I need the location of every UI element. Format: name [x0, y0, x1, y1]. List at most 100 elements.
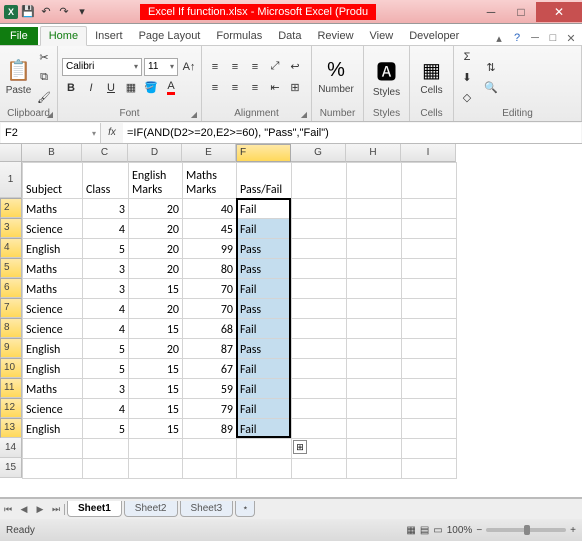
fill-icon[interactable]: ⬇ — [458, 68, 476, 86]
merge-icon[interactable]: ⊞ — [286, 79, 304, 97]
cell[interactable] — [183, 459, 237, 479]
view-break-icon[interactable]: ▭ — [433, 525, 442, 536]
cell[interactable] — [347, 219, 402, 239]
cell[interactable]: 89 — [183, 419, 237, 439]
cell[interactable] — [347, 459, 402, 479]
cell[interactable]: Fail — [237, 319, 292, 339]
column-header-F[interactable]: F — [236, 144, 291, 162]
row-header-7[interactable]: 7 — [0, 298, 22, 318]
row-header-1[interactable]: 1 — [0, 162, 22, 198]
autosum-icon[interactable]: Σ — [458, 48, 476, 66]
row-header-4[interactable]: 4 — [0, 238, 22, 258]
cell[interactable] — [292, 399, 347, 419]
row-header-15[interactable]: 15 — [0, 458, 22, 478]
cell[interactable] — [347, 419, 402, 439]
cell[interactable]: Subject — [23, 163, 83, 199]
cell[interactable]: Fail — [237, 399, 292, 419]
italic-button[interactable]: I — [82, 79, 100, 97]
copy-icon[interactable]: ⧉ — [35, 68, 53, 86]
cell[interactable] — [402, 379, 457, 399]
row-header-14[interactable]: 14 — [0, 438, 22, 458]
cell[interactable]: 3 — [83, 379, 129, 399]
autofill-options-icon[interactable]: ⊞ — [293, 440, 307, 454]
cell[interactable] — [402, 163, 457, 199]
cell[interactable]: 67 — [183, 359, 237, 379]
underline-button[interactable]: U — [102, 79, 120, 97]
tab-view[interactable]: View — [362, 27, 402, 45]
cell[interactable] — [292, 459, 347, 479]
number-button[interactable]: %Number — [316, 59, 356, 95]
cell[interactable] — [347, 299, 402, 319]
column-header-C[interactable]: C — [82, 144, 128, 162]
cell[interactable]: 5 — [83, 359, 129, 379]
tab-page-layout[interactable]: Page Layout — [131, 27, 209, 45]
zoom-in-icon[interactable]: + — [570, 525, 576, 536]
cell[interactable]: English — [23, 239, 83, 259]
cell[interactable] — [292, 359, 347, 379]
cell[interactable]: 20 — [129, 259, 183, 279]
row-header-2[interactable]: 2 — [0, 198, 22, 218]
cell[interactable]: 99 — [183, 239, 237, 259]
tab-file[interactable]: File — [0, 27, 38, 45]
cell[interactable] — [402, 359, 457, 379]
zoom-level[interactable]: 100% — [447, 525, 473, 536]
cell[interactable]: Maths — [23, 379, 83, 399]
cell[interactable]: 20 — [129, 239, 183, 259]
cell[interactable] — [402, 339, 457, 359]
cell[interactable] — [23, 439, 83, 459]
sheet-tab-2[interactable]: Sheet2 — [124, 501, 178, 517]
cell[interactable]: Maths Marks — [183, 163, 237, 199]
cell[interactable] — [129, 459, 183, 479]
cell[interactable] — [402, 219, 457, 239]
cell[interactable]: Fail — [237, 219, 292, 239]
cell[interactable]: 5 — [83, 239, 129, 259]
column-header-D[interactable]: D — [128, 144, 182, 162]
window-close-icon[interactable]: ✕ — [564, 31, 578, 45]
cell[interactable]: 15 — [129, 359, 183, 379]
row-header-13[interactable]: 13 — [0, 418, 22, 438]
cell[interactable]: 5 — [83, 419, 129, 439]
window-restore-icon[interactable]: □ — [546, 31, 560, 45]
name-box[interactable]: F2▾ — [1, 123, 101, 143]
cell[interactable] — [402, 319, 457, 339]
cell[interactable]: 15 — [129, 379, 183, 399]
fx-icon[interactable]: fx — [102, 122, 122, 143]
align-right-icon[interactable]: ≡ — [246, 79, 264, 97]
styles-button[interactable]: 🅰Styles — [368, 56, 405, 98]
row-header-3[interactable]: 3 — [0, 218, 22, 238]
sheet-nav-prev-icon[interactable]: ◀ — [16, 504, 32, 515]
cell[interactable]: English Marks — [129, 163, 183, 199]
find-icon[interactable]: 🔍 — [482, 78, 500, 96]
cell[interactable]: Science — [23, 319, 83, 339]
cell[interactable] — [402, 439, 457, 459]
cell[interactable]: 15 — [129, 419, 183, 439]
cell[interactable] — [402, 459, 457, 479]
align-top-icon[interactable]: ≡ — [206, 58, 224, 76]
cell[interactable]: Fail — [237, 419, 292, 439]
cell[interactable]: English — [23, 359, 83, 379]
cell[interactable] — [402, 279, 457, 299]
cell[interactable] — [402, 239, 457, 259]
tab-data[interactable]: Data — [270, 27, 309, 45]
font-color-icon[interactable]: A — [162, 79, 180, 97]
cell[interactable]: Maths — [23, 199, 83, 219]
cell[interactable]: 4 — [83, 299, 129, 319]
cell[interactable]: English — [23, 419, 83, 439]
cell[interactable] — [347, 199, 402, 219]
cell[interactable]: Fail — [237, 379, 292, 399]
font-launcher-icon[interactable]: ◢ — [189, 109, 199, 119]
cells-button[interactable]: ▦Cells — [414, 58, 449, 96]
cell[interactable]: Class — [83, 163, 129, 199]
zoom-slider[interactable] — [486, 528, 566, 532]
cell[interactable] — [347, 163, 402, 199]
view-layout-icon[interactable]: ▤ — [420, 525, 429, 536]
cell[interactable]: 79 — [183, 399, 237, 419]
cell[interactable] — [347, 339, 402, 359]
cell[interactable] — [402, 199, 457, 219]
tab-insert[interactable]: Insert — [87, 27, 131, 45]
cell[interactable]: 4 — [83, 219, 129, 239]
cut-icon[interactable]: ✂ — [35, 48, 53, 66]
paste-button[interactable]: 📋 Paste — [4, 58, 33, 96]
row-header-5[interactable]: 5 — [0, 258, 22, 278]
undo-icon[interactable]: ↶ — [38, 4, 54, 20]
